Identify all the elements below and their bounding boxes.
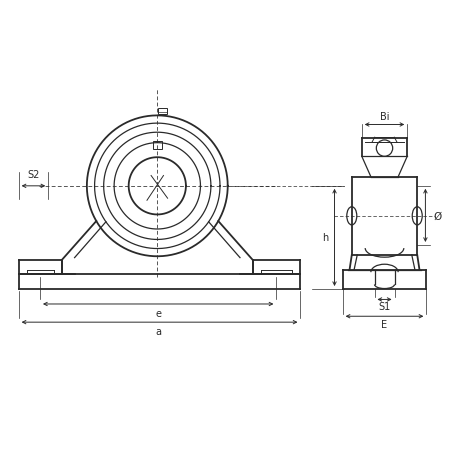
Text: S1: S1 [378, 302, 390, 312]
Text: Bi: Bi [379, 112, 388, 122]
Text: a: a [155, 326, 161, 336]
Text: h: h [322, 233, 328, 243]
Text: e: e [155, 308, 161, 319]
Text: E: E [381, 319, 387, 329]
Text: Ø: Ø [433, 211, 441, 221]
Text: S2: S2 [27, 170, 39, 180]
